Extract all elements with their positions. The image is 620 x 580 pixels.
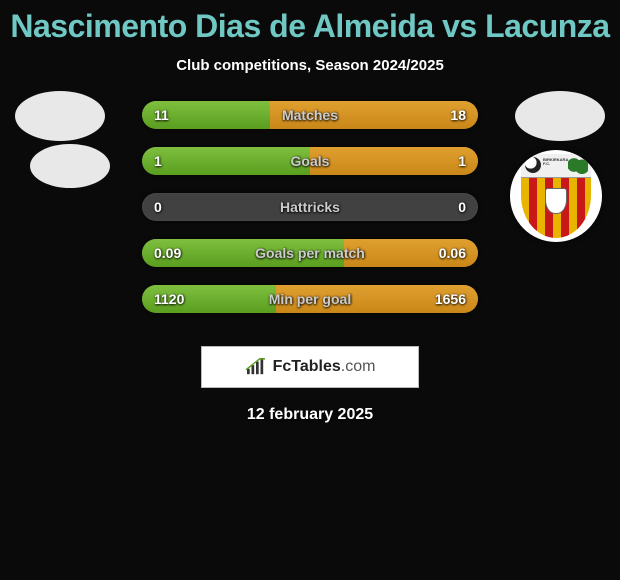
brand-name-main: FcTables bbox=[273, 358, 341, 375]
brand-badge[interactable]: FcTables.com bbox=[201, 346, 419, 388]
stat-rows: 1118Matches 11Goals 00Hattricks 0.090.06Goa… bbox=[0, 92, 620, 322]
brand-name: FcTables.com bbox=[273, 358, 376, 376]
stat-label: Min per goal bbox=[142, 291, 478, 307]
stat-label: Hattricks bbox=[142, 199, 478, 215]
stat-row: 0.090.06Goals per match bbox=[0, 230, 620, 276]
stat-label: Matches bbox=[142, 107, 478, 123]
bar-chart-icon bbox=[245, 358, 267, 376]
stat-label: Goals bbox=[142, 153, 478, 169]
page-title: Nascimento Dias de Almeida vs Lacunza bbox=[0, 6, 620, 49]
stat-bar: 00Hattricks bbox=[142, 193, 478, 221]
stat-label: Goals per match bbox=[142, 245, 478, 261]
stat-row: 1118Matches bbox=[0, 92, 620, 138]
stat-bar: 11201656Min per goal bbox=[142, 285, 478, 313]
stat-row: 00Hattricks bbox=[0, 184, 620, 230]
stat-bar: 0.090.06Goals per match bbox=[142, 239, 478, 267]
stat-bar: 11Goals bbox=[142, 147, 478, 175]
page-subtitle: Club competitions, Season 2024/2025 bbox=[0, 49, 620, 92]
comparison-card: Nascimento Dias de Almeida vs Lacunza Cl… bbox=[0, 0, 620, 424]
stat-row: 11Goals bbox=[0, 138, 620, 184]
stat-row: 11201656Min per goal bbox=[0, 276, 620, 322]
stat-bar: 1118Matches bbox=[142, 101, 478, 129]
stats-container: BIRKIRKARAF.C. 1118Matches11Goals00Hattr… bbox=[0, 92, 620, 330]
footer-date: 12 february 2025 bbox=[0, 388, 620, 424]
brand-name-domain: .com bbox=[341, 358, 376, 375]
